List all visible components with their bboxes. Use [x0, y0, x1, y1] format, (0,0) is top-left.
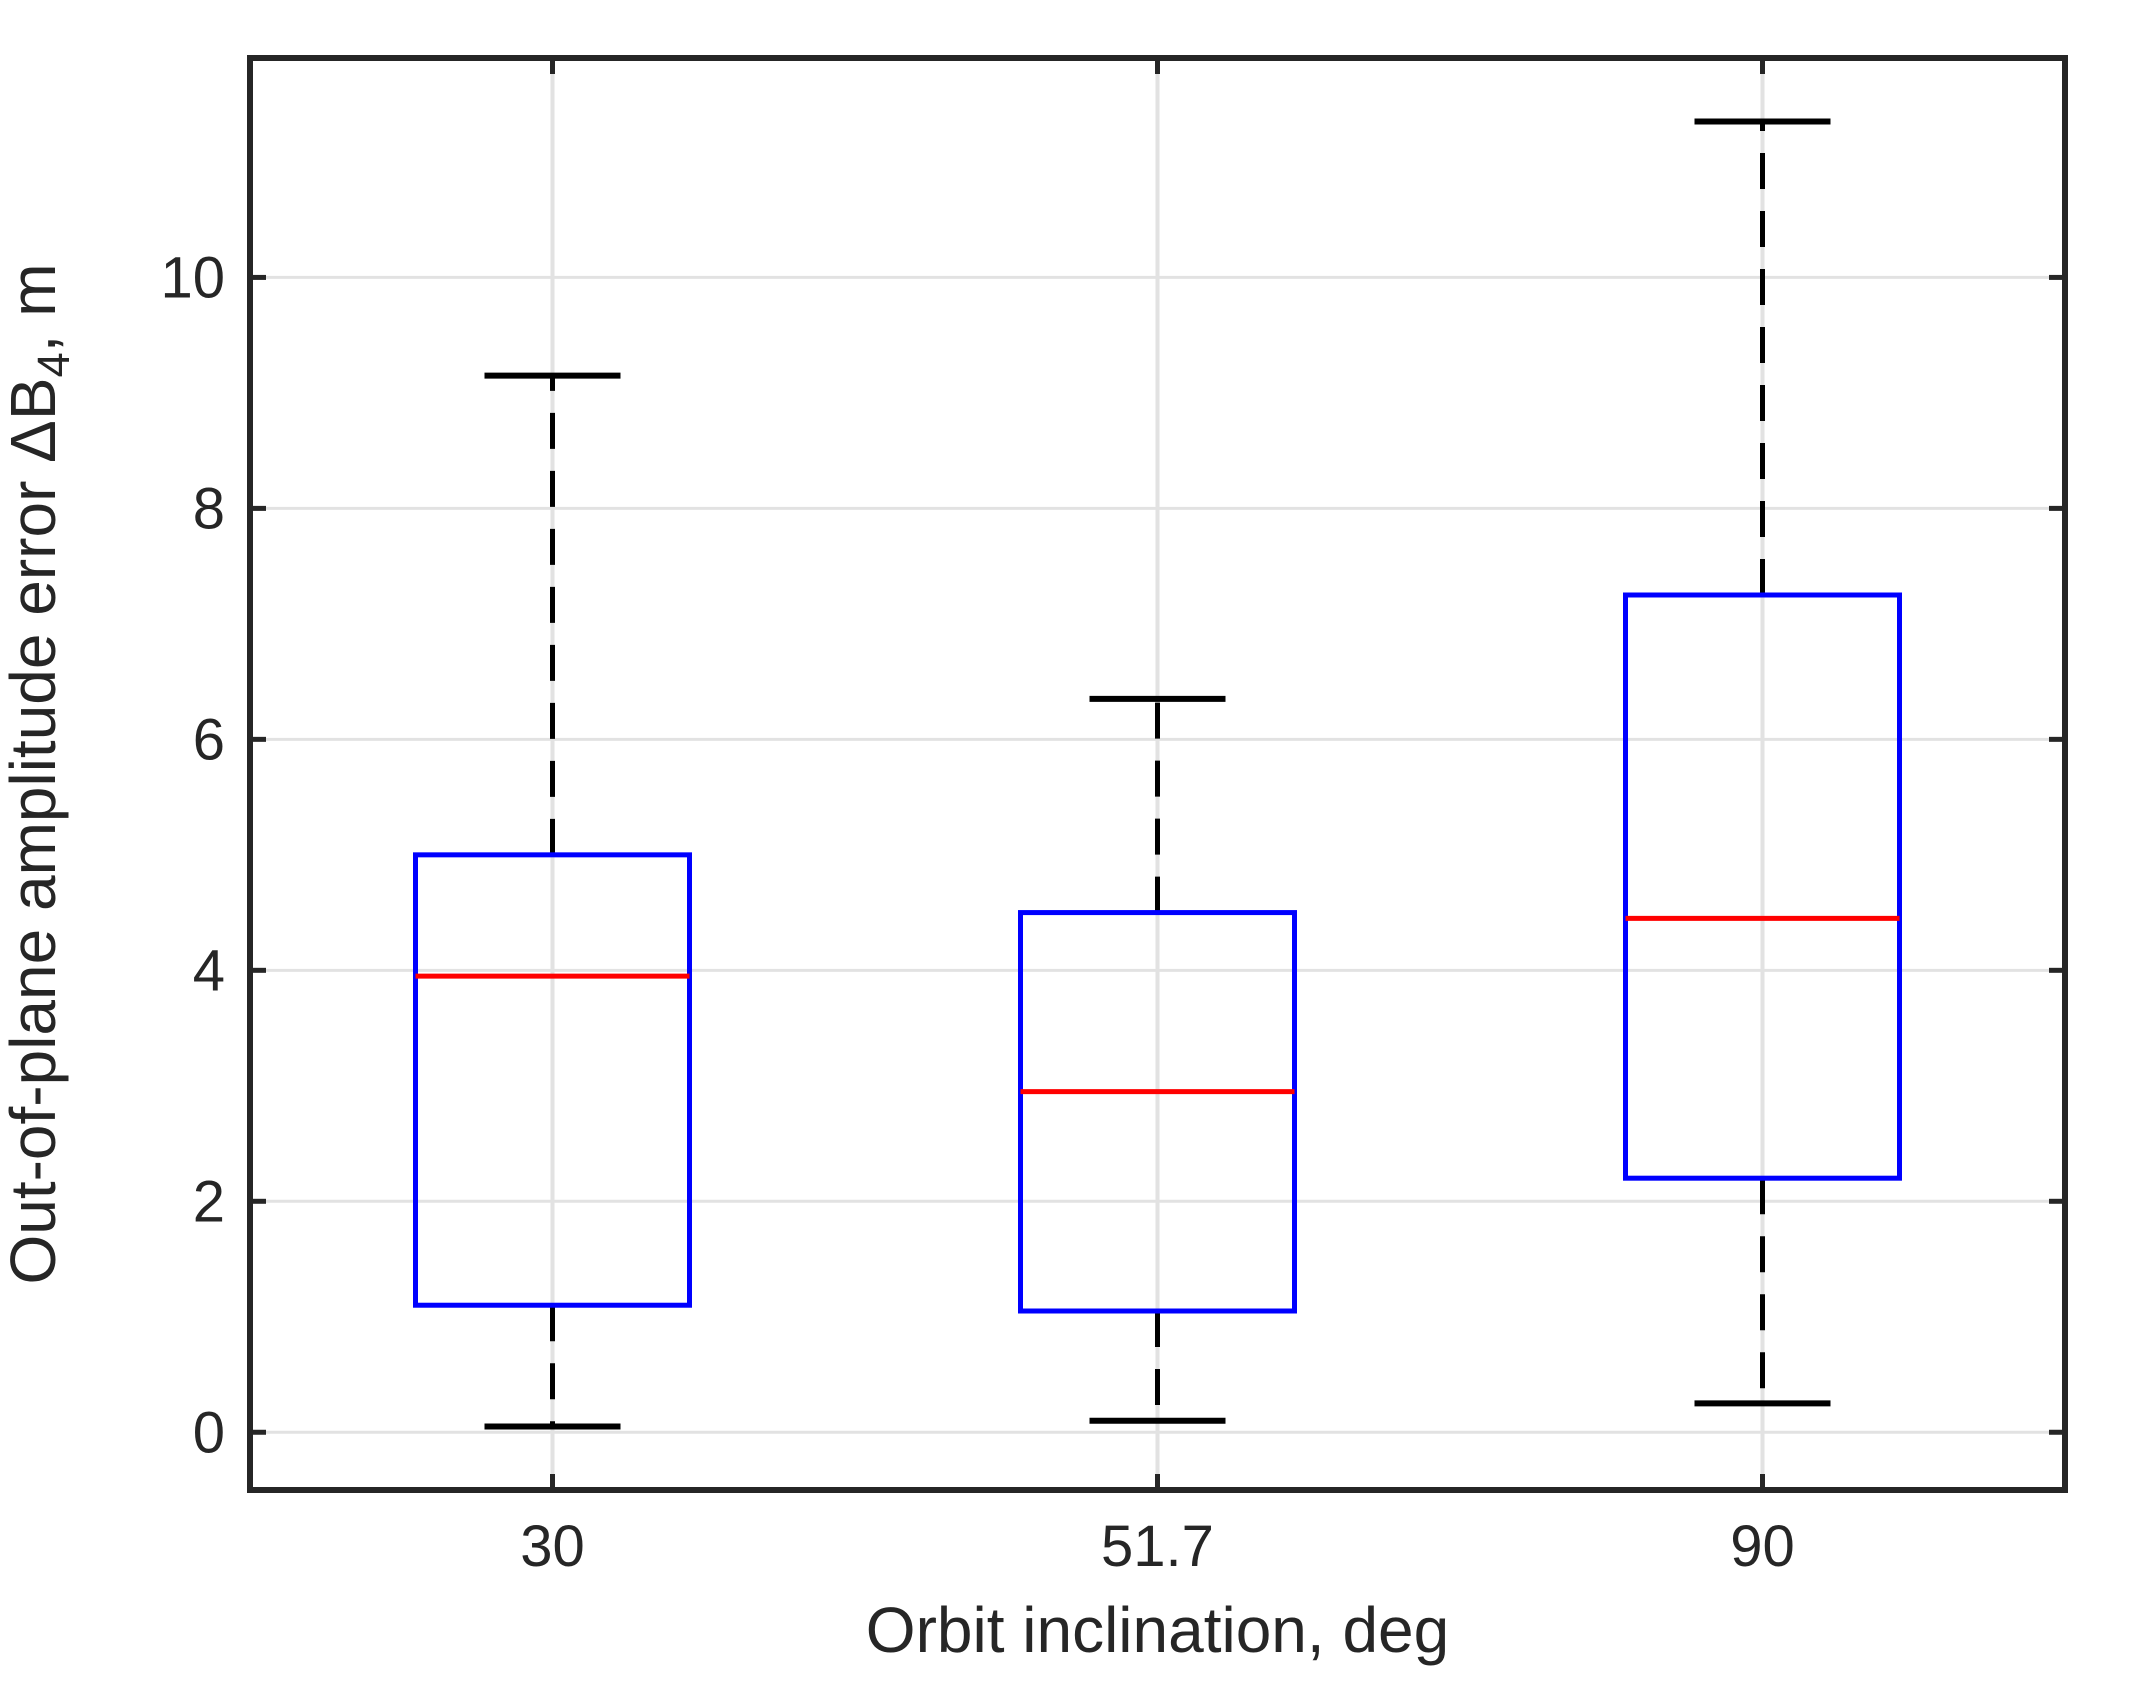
iqr-box-30: [413, 852, 692, 1308]
y-tick-label-2: 2: [193, 1169, 225, 1234]
y-tick-label-8: 8: [193, 476, 225, 541]
y-tick-label-6: 6: [193, 707, 225, 772]
y-axis-label: Out-of-plane amplitude error ΔB4, m: [0, 263, 79, 1284]
x-tick-label-90: 90: [1730, 1514, 1795, 1579]
x-tick-label-51.7: 51.7: [1101, 1514, 1214, 1579]
y-tick-label-0: 0: [193, 1400, 225, 1465]
iqr-box-51.7: [1018, 910, 1297, 1314]
y-tick-label-4: 4: [193, 938, 225, 1003]
y-tick-label-10: 10: [160, 245, 225, 310]
x-tick-label-30: 30: [520, 1514, 585, 1579]
x-axis-label: Orbit inclination, deg: [866, 1594, 1449, 1666]
iqr-box-90: [1623, 592, 1902, 1181]
